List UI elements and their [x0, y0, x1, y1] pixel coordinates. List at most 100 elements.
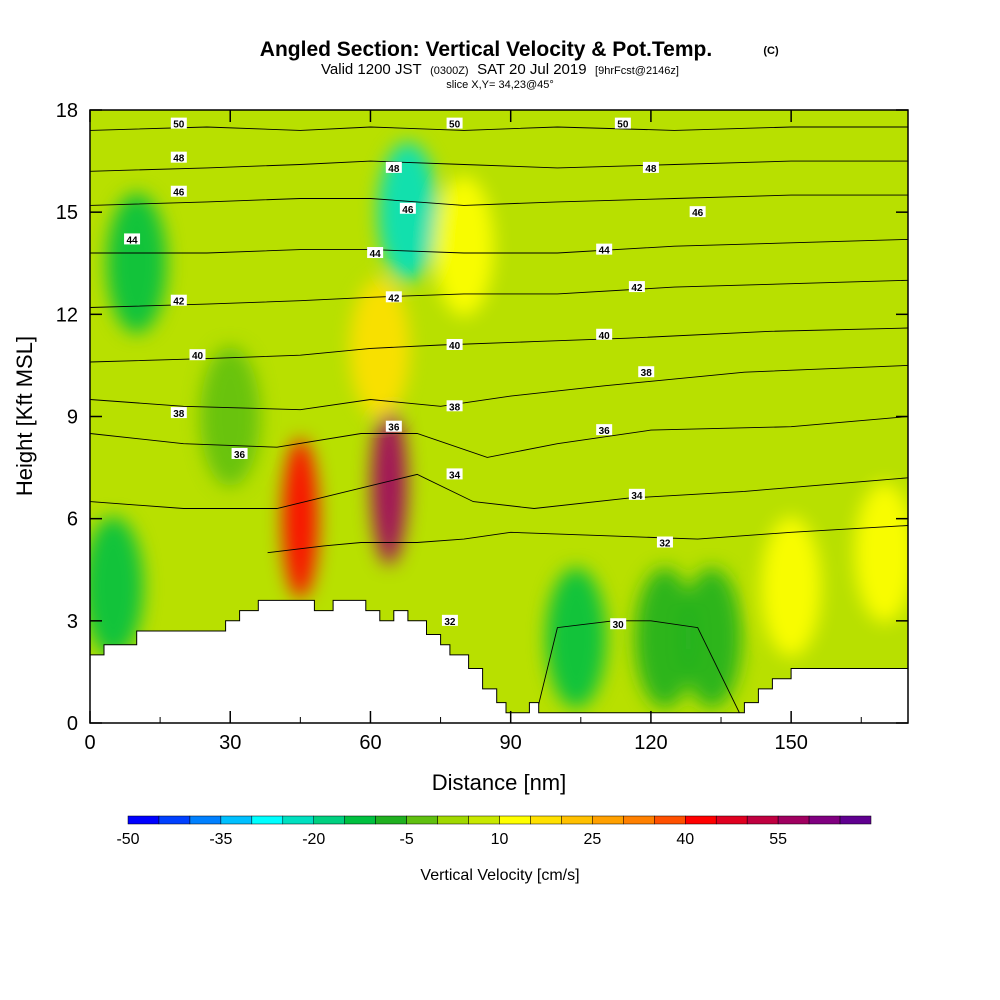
contour-label-bg: [446, 400, 463, 412]
contour-label: 36: [596, 424, 613, 437]
colorbar-tick-label: -35: [209, 831, 232, 848]
contour-label-bg: [385, 291, 402, 303]
contour-label-bg: [399, 202, 416, 214]
velocity-region: [433, 176, 494, 317]
contour-label: 40: [189, 349, 206, 362]
contour-label-text: 38: [449, 402, 461, 413]
contour-label: 40: [596, 328, 613, 342]
contour-label-bg: [170, 407, 187, 419]
contour-label-bg: [189, 349, 206, 361]
contour-label-text: 40: [449, 341, 461, 352]
isentrope-lines: [90, 126, 908, 723]
velocity-region: [761, 516, 822, 657]
colorbar-tick-label: 55: [769, 831, 787, 848]
contour-label-text: 30: [613, 620, 625, 631]
velocity-region: [371, 404, 408, 565]
colorbar-tick-label: -5: [400, 831, 414, 848]
colorbar-tick-label: 40: [676, 831, 694, 848]
contour-label: 50: [446, 117, 463, 131]
x-axis-label: Distance [nm]: [432, 770, 567, 795]
contour-label-text: 44: [599, 246, 611, 257]
colorbar-swatch: [808, 815, 841, 825]
contour-label-text: 46: [402, 205, 414, 216]
contour-label-bg: [170, 185, 187, 197]
contour-label: 36: [231, 447, 248, 461]
contour-label: 38: [638, 366, 655, 379]
isentrope-44: [90, 238, 908, 254]
contour-label-text: 42: [631, 283, 643, 294]
contour-label: 44: [367, 247, 384, 260]
colorbar-swatch: [561, 815, 593, 825]
terrain: [90, 599, 908, 723]
x-tick-label: 30: [219, 732, 241, 754]
y-tick-label: 18: [56, 100, 78, 122]
contour-label-text: 40: [192, 351, 204, 362]
chart-title: Angled Section: Vertical Velocity & Pot.…: [260, 38, 712, 61]
colorbar-swatch: [777, 815, 810, 825]
colorbar-tick-label: -20: [302, 831, 325, 848]
contour-label: 34: [628, 488, 645, 502]
colorbar-swatch: [251, 815, 284, 825]
x-axis: 0 30 60 90 120 150: [84, 110, 862, 754]
contour-label: 46: [170, 185, 187, 199]
contour-label: 44: [596, 243, 613, 257]
colorbar: -50 -35 -20 -5 10 25 40 55: [116, 815, 872, 848]
y-tick-label: 6: [67, 509, 78, 531]
colorbar-swatch: [530, 815, 562, 825]
velocity-field: [90, 142, 908, 708]
contour-label-text: 36: [388, 423, 400, 434]
isentrope-32: [267, 525, 908, 554]
contour-label: 44: [124, 233, 141, 246]
slice-label: slice X,Y= 34,23@45°: [446, 79, 554, 91]
y-tick-label: 3: [67, 611, 78, 633]
velocity-region: [546, 567, 607, 708]
colorbar-swatch: [746, 815, 779, 825]
colorbar-swatch: [437, 815, 469, 825]
y-tick-label: 0: [67, 713, 78, 735]
subtitle-valid: Valid 1200 JST: [321, 61, 422, 78]
contour-label-text: 32: [659, 539, 671, 550]
contour-label-bg: [231, 447, 248, 459]
colorbar-swatch: [313, 815, 345, 825]
colorbar-swatch: [839, 815, 872, 825]
contour-label: 50: [170, 117, 187, 131]
isentrope-36: [90, 416, 908, 458]
isentrope-42: [90, 279, 908, 308]
contour-label-bg: [170, 151, 187, 163]
velocity-region: [106, 193, 167, 334]
contour-label-bg: [441, 614, 458, 626]
contour-label-text: 44: [370, 249, 382, 260]
x-tick-label: 60: [359, 732, 381, 754]
colorbar-swatch: [685, 815, 717, 825]
contour-label-text: 38: [173, 409, 185, 420]
colorbar-swatch: [499, 815, 531, 825]
contour-label: 42: [628, 281, 645, 294]
contour-label: 38: [170, 407, 187, 420]
contour-label-text: 48: [388, 164, 400, 175]
colorbar-swatch: [468, 815, 500, 825]
contour-label-bg: [596, 424, 613, 436]
contour-label: 36: [385, 420, 402, 434]
contour-label-bg: [385, 420, 402, 432]
isentrope-48: [90, 160, 908, 172]
colorbar-swatch: [282, 815, 314, 825]
isentrope-30: [533, 620, 745, 723]
contour-label: 42: [385, 291, 402, 304]
subtitle-forecast: [9hrFcst@2146z]: [595, 65, 679, 77]
x-tick-label: 0: [84, 732, 95, 754]
isentrope-50: [90, 126, 908, 131]
contour-label-bg: [628, 488, 645, 500]
contour-label: 50: [614, 117, 631, 131]
contour-label: 38: [446, 400, 463, 413]
contour-label-bg: [385, 161, 402, 173]
contour-labels: 50 50 50 48 48 48 46 46 46 44 44 44 42 42 42 40 40 40 38 38…: [124, 117, 706, 631]
contour-label-bg: [446, 338, 463, 350]
contour-label-bg: [638, 366, 655, 378]
contour-label-text: 42: [388, 293, 400, 304]
colorbar-swatch: [375, 815, 407, 825]
contour-label-text: 36: [234, 450, 246, 461]
velocity-region: [282, 438, 319, 599]
contour-label-bg: [610, 618, 627, 630]
contour-label-text: 34: [449, 470, 461, 481]
